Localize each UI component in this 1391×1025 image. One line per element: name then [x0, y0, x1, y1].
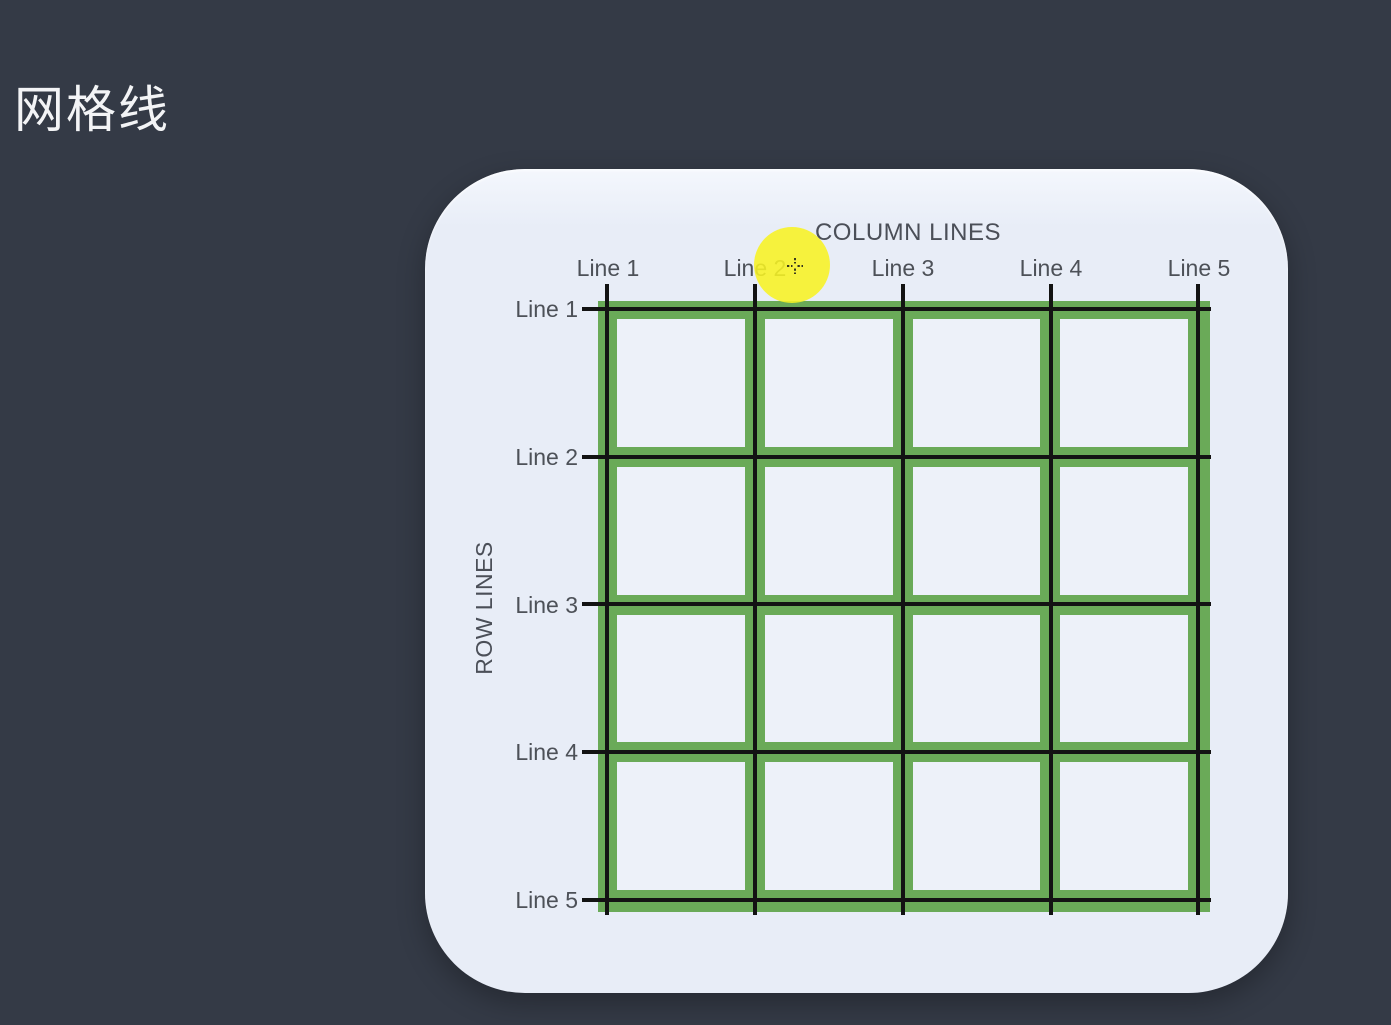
- grid-cell: [617, 762, 745, 890]
- column-label-line-1: Line 1: [576, 255, 640, 281]
- column-axis-title: COLUMN LINES: [814, 219, 1002, 246]
- grid-cell: [617, 319, 745, 447]
- grid-cell: [912, 319, 1041, 447]
- grid-cell: [617, 466, 745, 595]
- row-label-line-1: Line 1: [515, 296, 578, 322]
- column-label-line-5: Line 5: [1167, 255, 1231, 281]
- grid-cell: [912, 762, 1041, 890]
- grid-cell: [1060, 319, 1188, 447]
- row-grid-line-5: [582, 898, 1211, 902]
- grid-cell: [764, 614, 893, 743]
- page-title: 网格线: [14, 82, 170, 138]
- column-label-line-3: Line 3: [871, 255, 935, 281]
- grid-cell: [764, 466, 893, 595]
- row-label-line-3: Line 3: [515, 592, 578, 618]
- crosshair-cursor-icon: [787, 258, 803, 274]
- grid-cell: [1060, 466, 1188, 595]
- column-grid-line-4: [1049, 284, 1053, 915]
- grid-cell: [912, 466, 1041, 595]
- grid-cell: [912, 614, 1041, 743]
- row-label-line-5: Line 5: [515, 887, 578, 913]
- column-grid-line-5: [1196, 284, 1200, 915]
- grid-cell: [764, 319, 893, 447]
- row-grid-line-3: [582, 602, 1211, 606]
- grid-cell: [617, 614, 745, 743]
- grid-cell: [1060, 614, 1188, 743]
- column-grid-line-2: [753, 284, 757, 915]
- row-grid-line-4: [582, 750, 1211, 754]
- grid-cell: [1060, 762, 1188, 890]
- row-label-line-4: Line 4: [515, 739, 578, 765]
- row-label-line-2: Line 2: [515, 444, 578, 470]
- row-grid-line-1: [582, 307, 1211, 311]
- column-label-line-4: Line 4: [1019, 255, 1083, 281]
- column-grid-line-1: [605, 284, 609, 915]
- cursor-highlight: [754, 227, 830, 303]
- row-grid-line-2: [582, 455, 1211, 459]
- grid-cell: [764, 762, 893, 890]
- column-grid-line-3: [901, 284, 905, 915]
